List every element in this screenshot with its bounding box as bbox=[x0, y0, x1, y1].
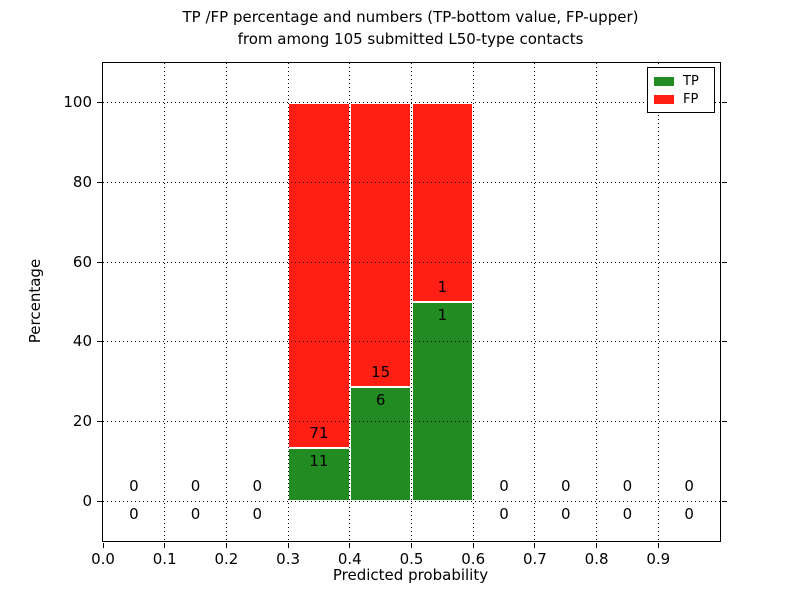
fp-count-label: 71 bbox=[309, 423, 329, 442]
xtick-label: 0.8 bbox=[584, 550, 609, 568]
xtick-label: 0.2 bbox=[214, 550, 239, 568]
xtick bbox=[349, 542, 351, 548]
ytick-left bbox=[96, 341, 102, 343]
fp-count-label: 0 bbox=[560, 477, 571, 496]
ytick-label: 80 bbox=[72, 173, 92, 191]
gridline-x-0.7 bbox=[534, 63, 536, 541]
fp-count-label: 0 bbox=[252, 477, 263, 496]
legend-item-fp: FP bbox=[654, 93, 708, 106]
xtick bbox=[411, 542, 412, 548]
fp-count-label: 0 bbox=[499, 477, 509, 496]
xtick bbox=[472, 542, 474, 548]
fp-count-label: 1 bbox=[437, 278, 448, 296]
tp-count-label: 0 bbox=[622, 505, 633, 524]
bar-segment-fp bbox=[411, 102, 474, 302]
tp-count-label: 0 bbox=[499, 505, 509, 524]
xtick-label: 0.4 bbox=[337, 550, 362, 568]
bar-segment-tp bbox=[411, 302, 474, 502]
gridline-x-0.4 bbox=[349, 63, 351, 541]
xtick bbox=[225, 542, 227, 548]
xtick-label: 0.7 bbox=[522, 550, 547, 568]
bar-segment-tp bbox=[349, 387, 412, 502]
x-axis-label: Predicted probability bbox=[332, 566, 489, 584]
fp-count-label: 0 bbox=[684, 477, 694, 496]
ytick-right bbox=[721, 341, 727, 343]
ytick-right bbox=[721, 182, 727, 183]
gridline-x-0.6 bbox=[472, 63, 474, 541]
tp-count-label: 11 bbox=[309, 451, 329, 470]
bar-segment-fp bbox=[288, 102, 350, 448]
xtick bbox=[102, 542, 104, 548]
xtick-label: 0.9 bbox=[646, 550, 671, 568]
ytick-left bbox=[96, 261, 102, 263]
tp-count-label: 0 bbox=[190, 505, 201, 524]
ytick-label: 40 bbox=[72, 332, 92, 351]
chart-title-line1: TP /FP percentage and numbers (TP-bottom… bbox=[182, 8, 639, 26]
ytick-right bbox=[721, 102, 727, 104]
tp-count-label: 0 bbox=[129, 505, 139, 524]
xtick-label: 0.0 bbox=[91, 550, 115, 568]
xtick-label: 0.1 bbox=[152, 550, 177, 568]
xtick bbox=[596, 542, 598, 548]
fp-swatch bbox=[654, 94, 674, 104]
tp-count-label: 0 bbox=[252, 505, 263, 524]
tp-count-label: 6 bbox=[375, 391, 386, 410]
tp-count-label: 0 bbox=[684, 505, 694, 524]
xtick-label: 0.5 bbox=[399, 550, 424, 568]
ytick-left bbox=[96, 182, 102, 183]
gridline-x-0.5 bbox=[411, 63, 412, 541]
plot-area: TP FP 0 20 40 60 80 100 0.0 0.1 0.2 0.3 0.4 0.5 0.6 0… bbox=[63, 62, 727, 568]
fp-count-label: 0 bbox=[622, 477, 633, 496]
xtick bbox=[287, 542, 289, 548]
legend-item-tp: TP bbox=[654, 75, 708, 88]
xtick bbox=[164, 542, 166, 548]
ytick-right bbox=[721, 261, 727, 263]
tp-count-label: 0 bbox=[560, 505, 571, 524]
legend-label-tp: TP bbox=[683, 73, 699, 89]
chart-title: TP /FP percentage and numbers (TP-bottom… bbox=[102, 6, 719, 50]
xtick-label: 0.3 bbox=[276, 550, 301, 568]
gridline-x-0.2 bbox=[225, 63, 227, 541]
legend-label-fp: FP bbox=[683, 91, 699, 107]
fp-count-label: 0 bbox=[190, 477, 201, 496]
bar-segment-fp bbox=[349, 102, 412, 388]
legend: TP FP bbox=[647, 67, 715, 113]
gridline-x-0.3 bbox=[287, 63, 289, 541]
ytick-right bbox=[721, 500, 727, 502]
ytick-right bbox=[721, 421, 727, 422]
ytick-label: 100 bbox=[63, 93, 92, 112]
ytick-left bbox=[96, 102, 102, 104]
ytick-left bbox=[96, 500, 102, 502]
gridline-x-0.1 bbox=[164, 63, 166, 541]
tp-swatch bbox=[654, 76, 674, 86]
ytick-label: 60 bbox=[72, 252, 92, 271]
ytick-left bbox=[96, 421, 102, 422]
chart-title-line2: from among 105 submitted L50-type contac… bbox=[237, 30, 584, 48]
xtick-label: 0.6 bbox=[461, 550, 486, 568]
ytick-label: 20 bbox=[72, 412, 92, 430]
ytick-label: 0 bbox=[82, 491, 92, 510]
xtick bbox=[657, 542, 659, 548]
gridline-x-0.8 bbox=[596, 63, 598, 541]
gridline-x-0.9 bbox=[657, 63, 659, 541]
fp-count-label: 15 bbox=[371, 363, 391, 382]
tp-count-label: 1 bbox=[437, 306, 448, 324]
xtick bbox=[534, 542, 536, 548]
fp-count-label: 0 bbox=[129, 477, 139, 496]
